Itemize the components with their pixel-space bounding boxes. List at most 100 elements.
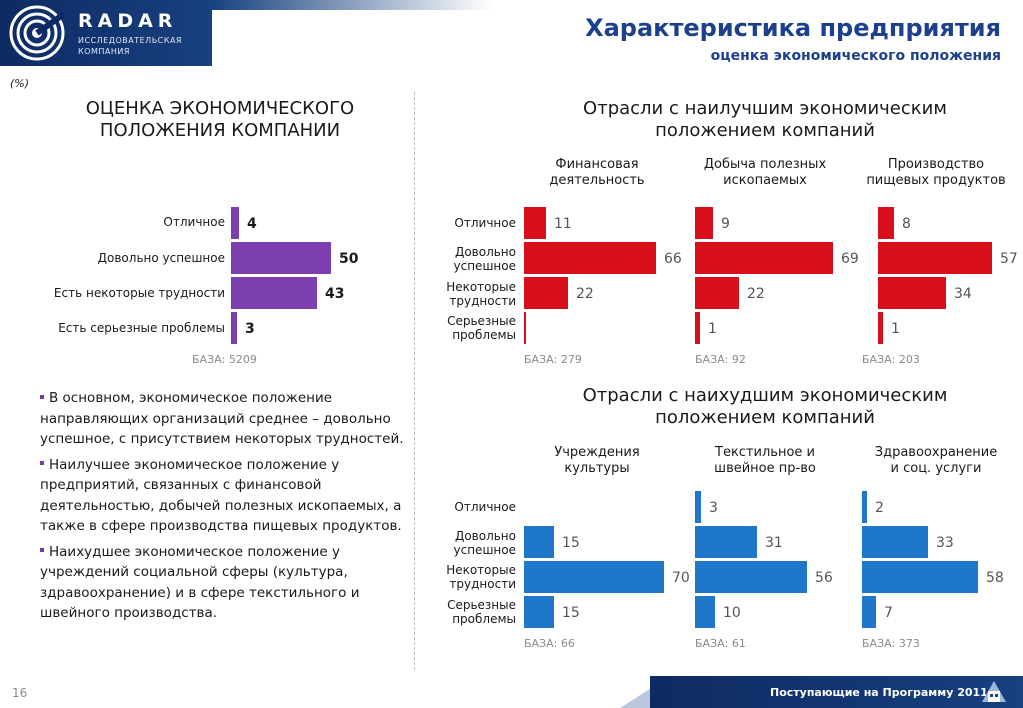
health-head-line1: Здравоохранение bbox=[874, 445, 998, 460]
health-bar-1 bbox=[862, 526, 928, 558]
finance-head-line2: деятельность bbox=[549, 173, 645, 188]
health-bar-0 bbox=[862, 491, 867, 523]
finance-bar-3 bbox=[524, 312, 526, 344]
mining-head-line1: Добыча полезных bbox=[703, 157, 827, 172]
food-value-1: 57 bbox=[1000, 251, 1018, 267]
best-row-prob-l1: Серьезные bbox=[447, 314, 516, 328]
overall-cat-problems: Есть серьезные проблемы bbox=[58, 321, 225, 335]
brand-subtitle-1: ИССЛЕДОВАТЕЛЬСКАЯ bbox=[78, 36, 182, 45]
best-row-problems: Серьезные проблемы bbox=[420, 314, 516, 342]
food-head-line2: пищевых продуктов bbox=[866, 173, 1006, 188]
textile-value-0: 3 bbox=[709, 500, 718, 516]
best-title-line1: Отрасли с наилучшим экономическим bbox=[583, 98, 947, 119]
health-bar-2 bbox=[862, 561, 978, 593]
best-row-good: Довольно успешное bbox=[420, 245, 516, 273]
food-bar-0 bbox=[878, 207, 894, 239]
overall-title-line2: ПОЛОЖЕНИЯ КОМПАНИИ bbox=[99, 120, 341, 141]
culture-head-line1: Учреждения bbox=[554, 445, 640, 460]
overall-bar-3 bbox=[231, 312, 237, 344]
food-head: Производство пищевых продуктов bbox=[858, 157, 1014, 189]
culture-value-2: 70 bbox=[672, 570, 690, 586]
textile-bar-3 bbox=[695, 596, 715, 628]
health-value-2: 58 bbox=[986, 570, 1004, 586]
food-bar-3 bbox=[878, 312, 883, 344]
overall-bar-1 bbox=[231, 242, 331, 274]
food-value-3: 1 bbox=[891, 321, 900, 337]
worst-title: Отрасли с наихудшим экономическим положе… bbox=[525, 385, 1005, 429]
textile-head-line1: Текстильное и bbox=[715, 445, 815, 460]
culture-bar-3 bbox=[524, 596, 554, 628]
building-icon bbox=[982, 681, 1006, 702]
overall-value-2: 43 bbox=[325, 286, 344, 302]
bullet-2-text: Наилучшее экономическое положение у пред… bbox=[40, 456, 402, 535]
worst-row-difficulties: Некоторые трудности bbox=[420, 563, 516, 591]
culture-base: БАЗА: 66 bbox=[524, 637, 575, 650]
finance-head: Финансовая деятельность bbox=[522, 157, 672, 189]
textile-bar-1 bbox=[695, 526, 757, 558]
bullet-3-text: Наихудшее экономическое положение у учре… bbox=[40, 543, 360, 622]
bullet-square-icon bbox=[40, 461, 44, 465]
summary-bullets: В основном, экономическое положение напр… bbox=[40, 388, 405, 629]
finance-head-line1: Финансовая bbox=[555, 157, 639, 172]
mining-value-2: 22 bbox=[747, 286, 765, 302]
bullet-3: Наихудшее экономическое положение у учре… bbox=[40, 542, 405, 624]
finance-value-2: 22 bbox=[576, 286, 594, 302]
worst-row-problems: Серьезные проблемы bbox=[420, 598, 516, 626]
finance-bar-2 bbox=[524, 277, 568, 309]
best-row-prob-l2: проблемы bbox=[452, 328, 516, 342]
slide-subtitle: оценка экономического положения bbox=[710, 48, 1001, 64]
worst-row-diff-l1: Некоторые bbox=[446, 563, 516, 577]
slide-title: Характеристика предприятия bbox=[585, 14, 1001, 42]
overall-cat-good: Довольно успешное bbox=[97, 251, 225, 265]
health-head-line2: и соц. услуги bbox=[890, 461, 982, 476]
overall-bar-0 bbox=[231, 207, 239, 239]
health-head: Здравоохранение и соц. услуги bbox=[858, 445, 1014, 477]
textile-value-1: 31 bbox=[765, 535, 783, 551]
bullet-1-text: В основном, экономическое положение напр… bbox=[40, 390, 404, 447]
finance-bar-0 bbox=[524, 207, 546, 239]
food-head-line1: Производство bbox=[887, 157, 985, 172]
overall-title-line1: ОЦЕНКА ЭКОНОМИЧЕСКОГО bbox=[85, 98, 355, 119]
culture-head: Учреждения культуры bbox=[522, 445, 672, 477]
finance-base: БАЗА: 279 bbox=[524, 353, 582, 366]
textile-value-3: 10 bbox=[723, 605, 741, 621]
overall-cat-difficulties: Есть некоторые трудности bbox=[53, 286, 225, 300]
radar-logo-icon bbox=[9, 5, 66, 61]
bullet-square-icon bbox=[40, 548, 44, 552]
food-value-0: 8 bbox=[902, 216, 911, 232]
footer-caption: Поступающие на Программу 2011 bbox=[770, 686, 988, 699]
brand-name: RADAR bbox=[78, 10, 178, 32]
culture-value-1: 15 bbox=[562, 535, 580, 551]
best-row-difficulties: Некоторые трудности bbox=[420, 280, 516, 308]
worst-row-diff-l2: трудности bbox=[449, 577, 516, 591]
best-row-good-l1: Довольно bbox=[454, 245, 516, 259]
bullet-1: В основном, экономическое положение напр… bbox=[40, 388, 405, 450]
mining-value-0: 9 bbox=[721, 216, 730, 232]
health-bar-3 bbox=[862, 596, 876, 628]
mining-bar-3 bbox=[695, 312, 700, 344]
worst-title-line2: положением компаний bbox=[655, 407, 875, 428]
best-row-diff-l1: Некоторые bbox=[446, 280, 516, 294]
overall-title: ОЦЕНКА ЭКОНОМИЧЕСКОГО ПОЛОЖЕНИЯ КОМПАНИИ bbox=[40, 98, 400, 142]
textile-bar-0 bbox=[695, 491, 701, 523]
health-base: БАЗА: 373 bbox=[862, 637, 920, 650]
mining-bar-0 bbox=[695, 207, 713, 239]
finance-value-1: 66 bbox=[664, 251, 682, 267]
mining-base: БАЗА: 92 bbox=[695, 353, 746, 366]
header-stripe bbox=[212, 0, 492, 10]
food-bar-2 bbox=[878, 277, 946, 309]
best-title-line2: положением компаний bbox=[655, 120, 875, 141]
culture-bar-2 bbox=[524, 561, 664, 593]
overall-cat-excellent: Отличное bbox=[163, 215, 225, 229]
mining-value-3: 1 bbox=[708, 321, 717, 337]
mining-head: Добыча полезных ископаемых bbox=[690, 157, 840, 189]
culture-bar-1 bbox=[524, 526, 554, 558]
textile-bar-2 bbox=[695, 561, 807, 593]
mining-bar-1 bbox=[695, 242, 833, 274]
mining-bar-2 bbox=[695, 277, 739, 309]
culture-head-line2: культуры bbox=[564, 461, 630, 476]
bullet-2: Наилучшее экономическое положение у пред… bbox=[40, 455, 405, 537]
overall-value-0: 4 bbox=[247, 216, 257, 232]
best-row-good-l2: успешное bbox=[453, 259, 516, 273]
worst-row-prob-l2: проблемы bbox=[452, 612, 516, 626]
